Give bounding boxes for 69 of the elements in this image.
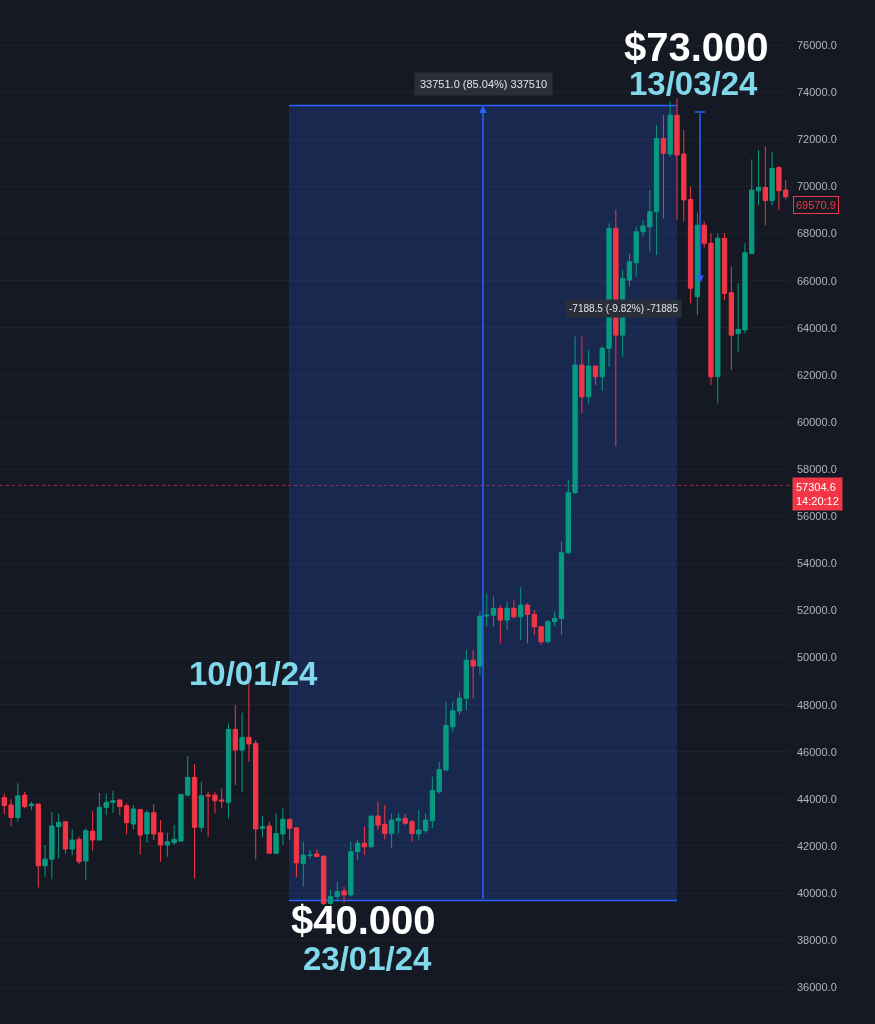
y-tick-label: 44000.0 <box>797 792 837 805</box>
candlestick <box>69 828 75 856</box>
candlestick <box>579 335 585 414</box>
candlestick <box>130 804 137 830</box>
text: 69570.9 <box>796 199 836 211</box>
y-tick-label: 74000.0 <box>797 86 837 99</box>
y-tick-label: 38000.0 <box>797 934 837 947</box>
y-tick-label: 68000.0 <box>797 227 837 240</box>
y-tick-label: 48000.0 <box>797 698 837 711</box>
candlestick <box>137 808 143 855</box>
annotation: 10/01/24 <box>189 655 319 692</box>
candlestick <box>728 266 735 371</box>
candlestick <box>361 826 368 856</box>
candlestick <box>592 365 599 386</box>
y-tick-label: 62000.0 <box>797 368 837 381</box>
candlestick <box>470 649 476 699</box>
candlestick <box>721 232 728 301</box>
candlestick <box>660 114 667 219</box>
candlestick <box>463 649 470 711</box>
y-tick-label: 50000.0 <box>797 651 837 664</box>
y-tick-label: 40000.0 <box>797 886 837 899</box>
annotation: $40.000 <box>291 898 436 942</box>
candlestick <box>259 815 266 838</box>
candlestick <box>225 722 232 819</box>
annotation: -7188.5 (-9.82%) -71885 <box>569 303 679 314</box>
annotation: 23/01/24 <box>303 940 433 977</box>
candlestick <box>21 791 28 809</box>
candlestick <box>518 586 524 641</box>
y-tick-label: 66000.0 <box>797 274 837 287</box>
candlestick <box>144 809 150 844</box>
candlestick <box>191 763 198 879</box>
candlestick <box>83 827 89 881</box>
y-tick-label: 60000.0 <box>797 415 837 428</box>
candlestick <box>504 601 510 631</box>
candlestick <box>76 836 82 865</box>
y-tick-label: 58000.0 <box>797 462 837 475</box>
candlestick <box>497 604 503 644</box>
candlestick <box>511 599 517 619</box>
y-tick-label: 54000.0 <box>797 557 837 570</box>
candlestick <box>368 815 374 849</box>
candlestick <box>667 101 673 158</box>
y-tick-label: 46000.0 <box>797 745 837 758</box>
y-tick-label: 36000.0 <box>797 981 837 994</box>
y-tick-label: 64000.0 <box>797 321 837 334</box>
candlestick <box>28 801 35 811</box>
candlestick <box>762 146 769 226</box>
y-tick-label: 52000.0 <box>797 604 837 617</box>
candlestick <box>232 704 238 786</box>
candlestick <box>769 151 775 206</box>
candlestick <box>477 611 483 676</box>
y-tick-label: 42000.0 <box>797 839 837 852</box>
candlestick <box>15 782 21 823</box>
ref-line-label: 57304.6 14:20:12 <box>796 481 839 508</box>
candlestick <box>239 712 245 793</box>
y-tick-label: 56000.0 <box>797 510 837 523</box>
candlestick <box>715 232 721 404</box>
y-tick-label: 70000.0 <box>797 180 837 193</box>
candlestick <box>62 821 69 854</box>
y-tick-label: 72000.0 <box>797 133 837 146</box>
candlestick <box>35 803 41 888</box>
y-tick-label: 76000.0 <box>797 39 837 52</box>
candlestick <box>89 810 96 852</box>
candlestick <box>388 812 395 849</box>
band-label: 33751.0 (85.04%) 337510 <box>420 78 548 90</box>
candlestick <box>585 349 592 404</box>
candlestick <box>341 886 347 904</box>
candlestick <box>198 781 205 833</box>
candlestick <box>395 812 402 834</box>
candlestick <box>266 821 272 854</box>
